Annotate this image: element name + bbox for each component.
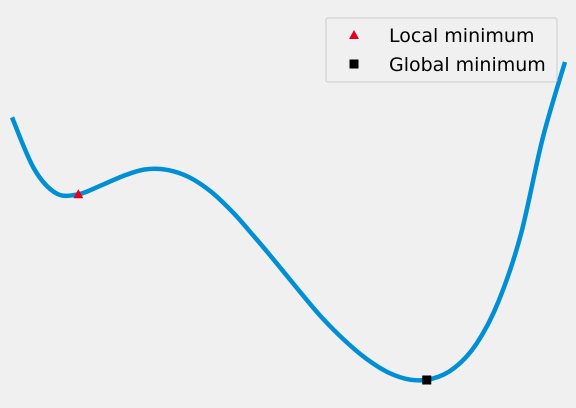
plot-area — [9, 61, 568, 385]
local-minimum-marker — [73, 189, 84, 199]
legend-frame — [325, 17, 558, 83]
series-line — [9, 61, 568, 383]
global-minimum-marker — [422, 375, 432, 385]
legend-local-minimum-swatch — [349, 30, 359, 39]
legend-global-minimum-swatch — [349, 59, 359, 69]
legend-local-minimum-label: Local minimum — [389, 25, 534, 47]
legend: Local minimum Global minimum — [325, 17, 558, 83]
legend-global-minimum-label: Global minimum — [389, 54, 546, 76]
